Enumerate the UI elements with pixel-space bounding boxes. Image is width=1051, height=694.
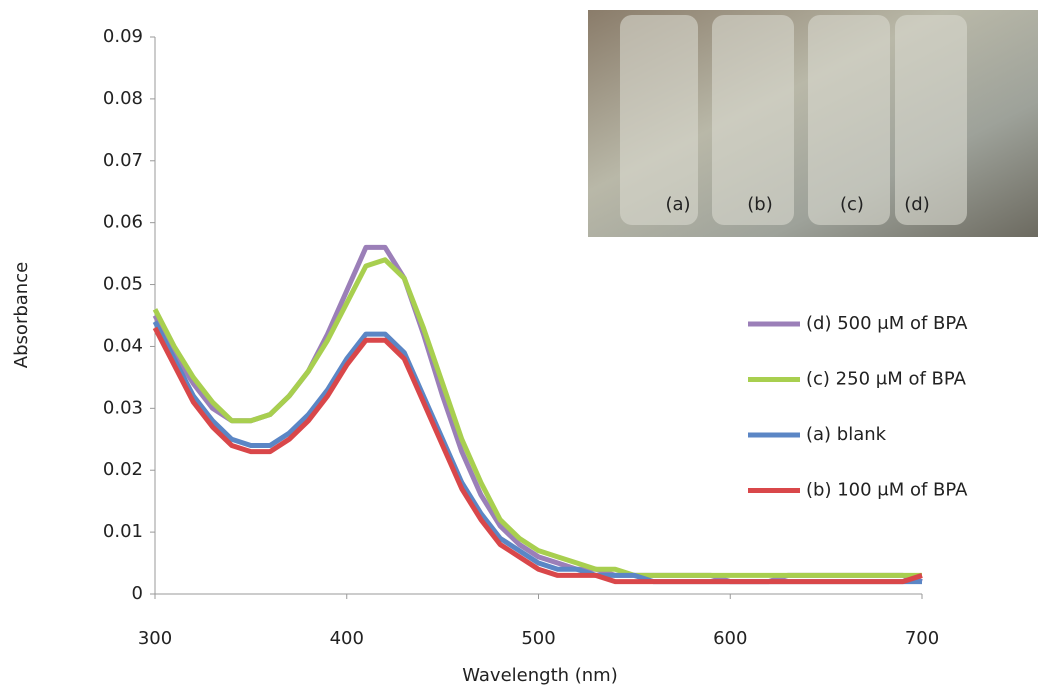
legend-label: (c) 250 μM of BPA [806,369,967,390]
y-axis-title: Absorbance [11,262,32,368]
y-tick-label: 0.04 [103,335,143,356]
tube [808,15,890,225]
y-tick-label: 0.07 [103,150,143,171]
y-tick-label: 0.05 [103,274,143,295]
photo-label: (a) [665,194,690,215]
photo-label: (b) [747,194,772,215]
legend-label: (a) blank [806,424,887,445]
legend-label: (d) 500 μM of BPA [806,313,968,334]
photo-label: (c) [840,194,864,215]
y-tick-label: 0.08 [103,88,143,109]
x-tick-label: 500 [521,628,555,649]
x-axis-title: Wavelength (nm) [462,665,618,686]
legend-label: (b) 100 μM of BPA [806,480,968,501]
y-tick-label: 0.09 [103,26,143,47]
y-tick-label: 0.03 [103,397,143,418]
y-tick-label: 0 [132,583,143,604]
tube [895,15,967,225]
inset-photo: (a) (b) (c) (d) [588,10,1038,237]
tube [620,15,698,225]
y-tick-label: 0.06 [103,212,143,233]
x-tick-label: 400 [330,628,364,649]
series-line [152,326,923,585]
tube [712,15,794,225]
y-tick-label: 0.02 [103,459,143,480]
x-tick-label: 700 [905,628,939,649]
photo-label: (d) [904,194,929,215]
y-tick-label: 0.01 [103,521,143,542]
x-tick-label: 300 [138,628,172,649]
series-line [152,257,922,578]
x-tick-label: 600 [713,628,747,649]
